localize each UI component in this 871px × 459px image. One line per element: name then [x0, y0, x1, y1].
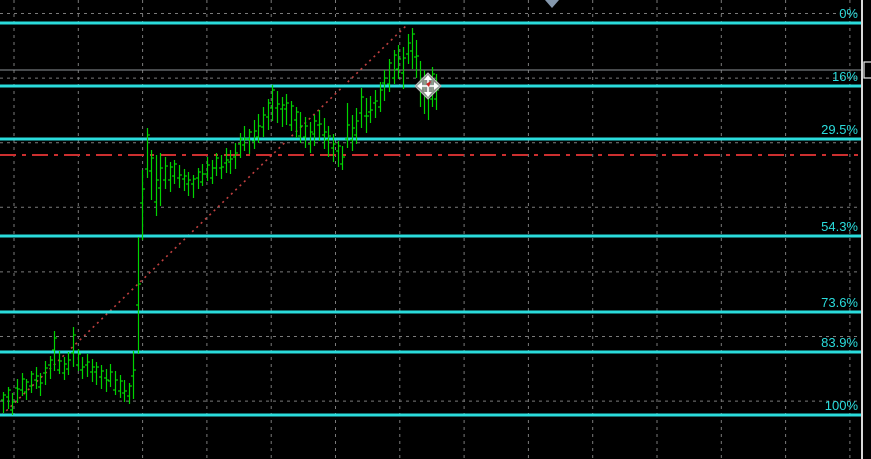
fib-label-100: 100% — [825, 398, 859, 413]
fib-label-73.6: 73.6% — [821, 295, 858, 310]
fibonacci-baseline[interactable] — [1, 22, 410, 416]
price-bars — [1, 28, 439, 415]
move-cursor-icon[interactable] — [414, 72, 442, 100]
fib-label-16: 16% — [832, 69, 858, 84]
cursor-accent-arrow — [426, 81, 431, 87]
fib-label-0: 0% — [839, 6, 858, 21]
fib-label-29.5: 29.5% — [821, 122, 858, 137]
chart-top-marker-icon[interactable] — [545, 0, 559, 8]
price-scale-marker — [863, 61, 871, 79]
fib-label-83.9: 83.9% — [821, 335, 858, 350]
fib-label-54.3: 54.3% — [821, 219, 858, 234]
